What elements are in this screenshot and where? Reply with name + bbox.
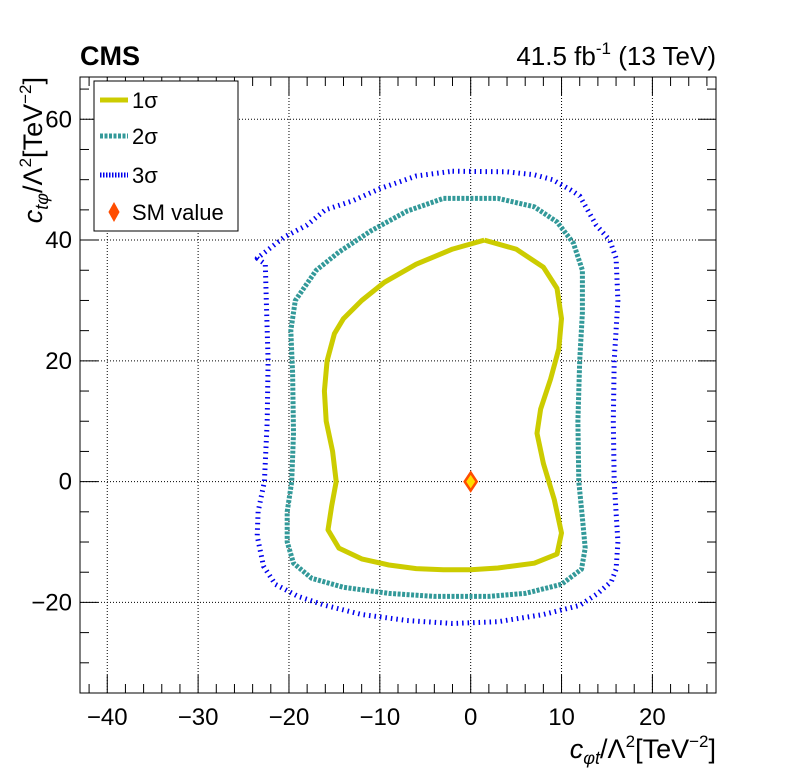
y-axis-title: ctφ/Λ2[TeV−2] xyxy=(16,77,52,223)
tick-labels: −40 −30 −20 −10 0 10 20 −20 0 20 40 60 xyxy=(31,106,665,731)
y-tick-label: 40 xyxy=(45,227,72,254)
legend-swatch-sm-value xyxy=(108,201,120,223)
contour-series xyxy=(254,168,621,626)
y-tick-label: 60 xyxy=(45,106,72,133)
x-axis-title: cφt/Λ2[TeV−2] xyxy=(570,732,716,768)
x-tick-label: −40 xyxy=(87,704,128,731)
marker-layer xyxy=(463,470,479,493)
legend: 1σ 2σ 3σ SM value xyxy=(93,80,239,232)
x-tick-label: 10 xyxy=(548,704,575,731)
contour-2sigma xyxy=(284,195,588,599)
x-tick-label: −20 xyxy=(269,704,310,731)
axis-ticks xyxy=(80,77,716,694)
y-tick-label: −20 xyxy=(31,589,72,616)
legend-label-1sigma: 1σ xyxy=(132,88,158,113)
contour-3sigma xyxy=(254,168,621,626)
x-tick-label: −10 xyxy=(359,704,400,731)
legend-label-sm-value: SM value xyxy=(132,200,224,225)
x-tick-label: 0 xyxy=(464,704,477,731)
x-tick-label: 20 xyxy=(639,704,666,731)
sm-value-marker xyxy=(463,470,479,493)
legend-label-3sigma: 3σ xyxy=(132,163,158,188)
y-tick-label: 20 xyxy=(45,348,72,375)
experiment-label: CMS xyxy=(80,41,140,71)
legend-label-2sigma: 2σ xyxy=(132,124,158,149)
y-tick-label: 0 xyxy=(59,469,72,496)
legend-box xyxy=(93,80,239,232)
contour-1sigma xyxy=(321,237,564,573)
luminosity-label: 41.5 fb-1 (13 TeV) xyxy=(516,39,716,71)
x-tick-label: −30 xyxy=(178,704,219,731)
